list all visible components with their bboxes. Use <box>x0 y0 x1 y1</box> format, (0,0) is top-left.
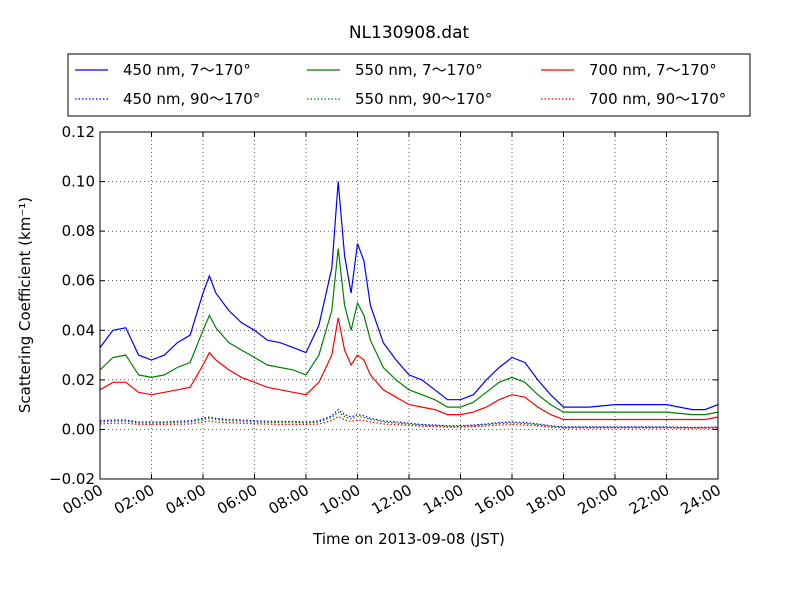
x-tick-label: 16:00 <box>472 481 518 518</box>
y-tick-label: 0.12 <box>62 123 95 141</box>
ticks <box>99 131 719 480</box>
x-tick-label: 02:00 <box>111 481 157 518</box>
y-tick-label: 0.08 <box>62 222 95 240</box>
legend-box <box>67 53 751 117</box>
x-tick-label: 22:00 <box>626 481 672 518</box>
y-axis-label: Scattering Coefficient (km⁻¹) <box>16 197 34 413</box>
y-tick-label: 0.02 <box>62 371 95 389</box>
legend-label: 450 nm, 90～170° <box>123 90 260 108</box>
legend: 450 nm, 7～170° 550 nm, 7～170° 700 nm, 7～17… <box>67 53 751 117</box>
legend-label: 550 nm, 90～170° <box>355 90 492 108</box>
y-tick-label: −0.02 <box>49 470 95 488</box>
series-line <box>99 317 719 421</box>
x-tick-label: 10:00 <box>317 481 363 518</box>
series-line <box>99 248 719 416</box>
x-tick-labels: 00:00 02:00 04:00 06:00 08:00 10:00 12:00 14:00… <box>60 481 724 518</box>
legend-label: 550 nm, 7～170° <box>355 61 483 79</box>
y-tick-label: 0.00 <box>62 420 95 438</box>
series-line <box>99 181 719 411</box>
series-line <box>99 415 719 429</box>
x-tick-label: 04:00 <box>163 481 209 518</box>
y-tick-label: 0.04 <box>62 321 95 339</box>
y-tick-labels: −0.02 0.00 0.02 0.04 0.06 0.08 0.10 0.12 <box>49 123 95 488</box>
chart-title: NL130908.dat <box>349 23 470 43</box>
x-tick-label: 24:00 <box>678 481 724 518</box>
series-layer <box>99 181 719 429</box>
x-tick-label: 18:00 <box>523 481 569 518</box>
y-tick-label: 0.06 <box>62 272 95 290</box>
x-tick-label: 20:00 <box>575 481 621 518</box>
x-axis-label: Time on 2013-09-08 (JST) <box>312 530 505 548</box>
grid <box>100 132 718 479</box>
legend-label: 700 nm, 7～170° <box>589 61 717 79</box>
x-tick-label: 06:00 <box>214 481 260 518</box>
series-line <box>99 411 719 429</box>
legend-label: 450 nm, 7～170° <box>123 61 251 79</box>
y-tick-label: 0.10 <box>62 173 95 191</box>
legend-label: 700 nm, 90～170° <box>589 90 726 108</box>
x-tick-label: 12:00 <box>369 481 415 518</box>
x-tick-label: 08:00 <box>266 481 312 518</box>
x-tick-label: 14:00 <box>420 481 466 518</box>
